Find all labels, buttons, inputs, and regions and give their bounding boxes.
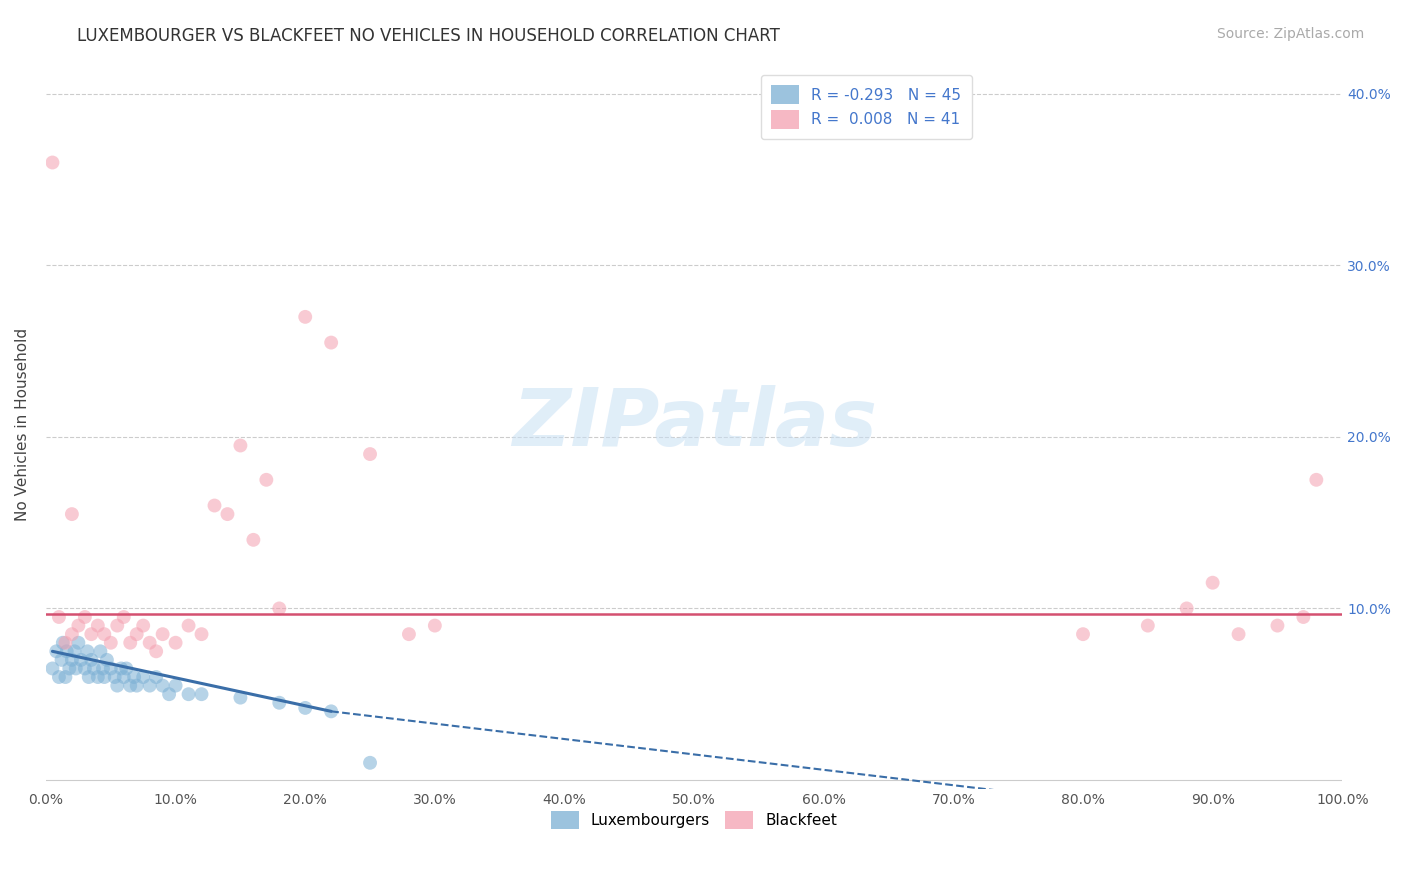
Point: [76, 644, 98, 658]
Point: [80, 653, 103, 667]
Point: [89, 644, 111, 658]
Point: [110, 661, 132, 675]
Point: [67, 636, 90, 650]
Point: [1227, 627, 1250, 641]
Point: [157, 687, 180, 701]
Point: [65, 661, 87, 675]
Point: [67, 618, 90, 632]
Point: [254, 473, 277, 487]
Point: [138, 636, 160, 650]
Point: [73, 661, 96, 675]
Point: [93, 627, 115, 641]
Point: [177, 687, 200, 701]
Point: [77, 670, 100, 684]
Point: [120, 679, 142, 693]
Point: [269, 696, 291, 710]
Point: [122, 670, 145, 684]
Point: [1267, 618, 1289, 632]
Point: [70, 653, 93, 667]
Point: [321, 704, 343, 718]
Point: [60, 507, 83, 521]
Point: [80, 627, 103, 641]
Point: [294, 701, 316, 715]
Point: [41, 155, 63, 169]
Point: [41, 661, 63, 675]
Point: [217, 507, 239, 521]
Point: [229, 438, 252, 452]
Y-axis label: No Vehicles in Household: No Vehicles in Household: [15, 327, 30, 521]
Point: [48, 610, 70, 624]
Point: [120, 636, 142, 650]
Point: [190, 687, 212, 701]
Point: [1136, 618, 1159, 632]
Point: [269, 601, 291, 615]
Point: [58, 661, 80, 675]
Point: [145, 670, 167, 684]
Point: [55, 644, 77, 658]
Point: [1175, 601, 1198, 615]
Point: [105, 679, 128, 693]
Point: [83, 661, 105, 675]
Point: [145, 644, 167, 658]
Point: [55, 670, 77, 684]
Point: [359, 447, 381, 461]
Point: [105, 618, 128, 632]
Point: [100, 661, 122, 675]
Point: [87, 670, 110, 684]
Point: [177, 618, 200, 632]
Point: [55, 636, 77, 650]
Point: [1292, 610, 1315, 624]
Point: [294, 310, 316, 324]
Point: [152, 679, 174, 693]
Point: [132, 618, 155, 632]
Text: LUXEMBOURGER VS BLACKFEET NO VEHICLES IN HOUSEHOLD CORRELATION CHART: LUXEMBOURGER VS BLACKFEET NO VEHICLES IN…: [77, 27, 780, 45]
Text: Source: ZipAtlas.com: Source: ZipAtlas.com: [1216, 27, 1364, 41]
Point: [51, 653, 73, 667]
Point: [73, 610, 96, 624]
Point: [1305, 473, 1327, 487]
Point: [48, 670, 70, 684]
Point: [60, 627, 83, 641]
Point: [115, 661, 138, 675]
Point: [321, 335, 343, 350]
Point: [165, 636, 187, 650]
Point: [96, 653, 118, 667]
Point: [93, 670, 115, 684]
Point: [112, 670, 135, 684]
Point: [204, 499, 226, 513]
Point: [87, 618, 110, 632]
Point: [112, 610, 135, 624]
Point: [125, 679, 148, 693]
Point: [423, 618, 446, 632]
Legend: Luxembourgers, Blackfeet: Luxembourgers, Blackfeet: [546, 805, 844, 836]
Point: [45, 644, 67, 658]
Point: [60, 653, 83, 667]
Point: [152, 627, 174, 641]
Text: ZIPatlas: ZIPatlas: [512, 385, 876, 463]
Point: [91, 661, 114, 675]
Point: [132, 670, 155, 684]
Point: [242, 533, 264, 547]
Point: [229, 690, 252, 705]
Point: [52, 636, 75, 650]
Point: [125, 627, 148, 641]
Point: [100, 636, 122, 650]
Point: [359, 756, 381, 770]
Point: [63, 644, 86, 658]
Point: [190, 627, 212, 641]
Point: [104, 670, 127, 684]
Point: [1201, 575, 1223, 590]
Point: [138, 679, 160, 693]
Point: [165, 679, 187, 693]
Point: [1071, 627, 1094, 641]
Point: [398, 627, 420, 641]
